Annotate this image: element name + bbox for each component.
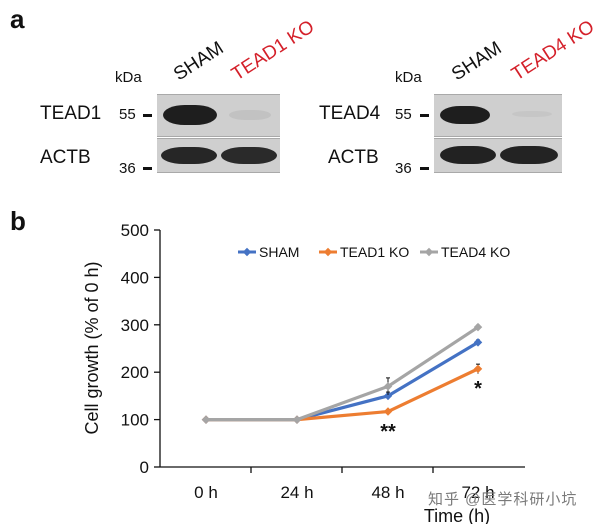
data-point-tead4-ko — [201, 415, 211, 424]
band-actb-left-ko — [221, 147, 277, 164]
y-tick-label: 500 — [121, 221, 149, 240]
y-tick-label: 200 — [121, 363, 149, 382]
blot-tead4 — [434, 94, 562, 137]
mw-label-36-left: 36 — [119, 160, 136, 177]
blot-actb-left — [157, 138, 280, 173]
data-point-sham — [383, 391, 393, 401]
y-tick-label: 300 — [121, 316, 149, 335]
panel-a-letter: a — [10, 4, 25, 34]
legend-marker-sham — [242, 247, 252, 257]
y-tick-label: 400 — [121, 268, 149, 287]
data-point-tead1-ko — [473, 364, 483, 374]
x-tick-label: 48 h — [371, 483, 404, 502]
kda-label-right: kDa — [395, 69, 422, 86]
watermark: 知乎 @医学科研小坑 — [428, 491, 578, 508]
kda-label-left: kDa — [115, 69, 142, 86]
x-tick-label: 72 h — [461, 483, 494, 502]
mw-label-36-right: 36 — [395, 160, 412, 177]
panel-b-letter: b — [10, 206, 26, 236]
legend-label-sham: SHAM — [259, 244, 299, 260]
band-tead4-sham — [440, 106, 490, 124]
y-tick-label: 0 — [140, 458, 149, 477]
data-point-sham — [473, 338, 483, 347]
series-line-tead1-ko — [206, 367, 479, 422]
legend-marker-tead1-ko — [323, 247, 333, 257]
mw-label-55-left: 55 — [119, 106, 136, 123]
legend-marker-tead4-ko — [424, 247, 434, 257]
significance-marker: ** — [380, 421, 396, 443]
mw-marker-36-right — [420, 167, 429, 170]
band-actb-left-sham — [161, 147, 217, 164]
band-tead1-sham — [163, 105, 217, 125]
protein-label-actb-right: ACTB — [328, 147, 379, 168]
band-tead4-ko — [512, 111, 552, 117]
data-point-tead1-ko — [383, 407, 393, 416]
significance-marker: * — [474, 378, 482, 400]
x-tick-label: 24 h — [280, 483, 313, 502]
protein-label-tead1: TEAD1 — [40, 103, 102, 124]
mw-label-55-right: 55 — [395, 106, 412, 123]
band-actb-right-sham — [440, 146, 496, 164]
band-actb-right-ko — [500, 146, 558, 164]
data-point-tead4-ko — [383, 382, 393, 391]
x-axis-title: Time (h) — [424, 506, 490, 524]
data-point-tead4-ko — [473, 322, 483, 332]
mw-marker-55-left — [143, 114, 152, 117]
blot-actb-right — [434, 138, 562, 173]
protein-label-actb-left: ACTB — [40, 147, 91, 168]
protein-label-tead4: TEAD4 — [319, 103, 381, 124]
data-point-tead4-ko — [292, 415, 302, 424]
legend-label-tead4-ko: TEAD4 KO — [441, 244, 510, 260]
series-line-tead4-ko — [206, 325, 479, 422]
y-tick-label: 100 — [121, 411, 149, 430]
mw-marker-55-right — [420, 114, 429, 117]
y-axis-title: Cell growth (% of 0 h) — [82, 261, 102, 434]
legend-label-tead1-ko: TEAD1 KO — [340, 244, 409, 260]
band-tead1-ko — [229, 110, 271, 120]
blot-tead1 — [157, 94, 280, 137]
x-tick-label: 0 h — [194, 483, 218, 502]
mw-marker-36-left — [143, 167, 152, 170]
